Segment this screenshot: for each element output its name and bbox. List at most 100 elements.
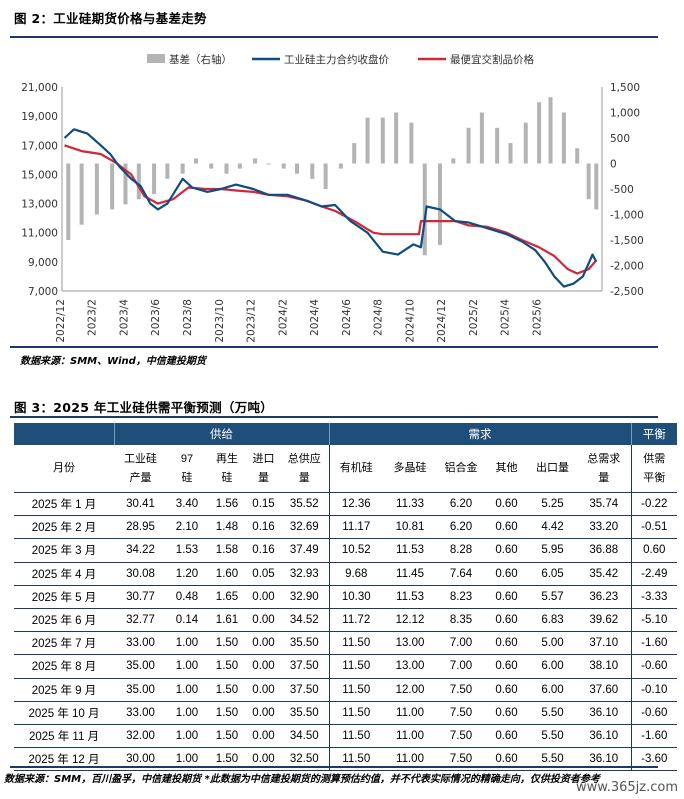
value-cell: 5.50 xyxy=(528,701,578,725)
value-cell: 11.00 xyxy=(383,747,438,772)
basis-bar xyxy=(323,163,328,189)
table-row: 2025 年 6 月 32.77 0.14 1.61 0.00 34.52 11.72 12.… xyxy=(14,608,678,633)
right-tick-label: -500 xyxy=(610,184,634,196)
basis-bar xyxy=(338,163,343,169)
right-tick-label: 1,500 xyxy=(610,82,640,94)
column-header: 总需求量 xyxy=(577,445,632,493)
legend-label-futures: 工业硅主力合约收盘价 xyxy=(284,53,389,66)
value-cell: -1.60 xyxy=(631,631,678,656)
basis-bar xyxy=(466,127,471,164)
value-cell: 5.00 xyxy=(528,631,578,656)
value-cell: 0.60 xyxy=(485,515,529,540)
value-cell: 3.40 xyxy=(167,492,207,517)
basis-bar xyxy=(180,163,185,174)
x-tick-label: 2024/2 xyxy=(277,299,289,336)
basis-bar xyxy=(123,163,128,205)
value-cell: 10.52 xyxy=(329,538,384,563)
value-cell: 1.50 xyxy=(207,678,247,702)
value-cell: 0.00 xyxy=(247,724,280,749)
month-cell: 2025 年 5 月 xyxy=(14,585,114,609)
month-cell: 2025 年 8 月 xyxy=(14,654,114,679)
x-tick-label: 2024/6 xyxy=(341,299,353,336)
table-row: 2025 年 3 月 34.22 1.53 1.58 0.16 37.49 10.52 11.… xyxy=(14,538,678,563)
value-cell: 35.42 xyxy=(577,562,632,586)
value-cell: 1.50 xyxy=(207,631,247,656)
value-cell: 11.50 xyxy=(329,654,384,679)
figure-3-bottom-rule xyxy=(10,766,658,768)
value-cell: 0.60 xyxy=(485,562,529,586)
x-tick-label: 2024/4 xyxy=(309,299,321,336)
value-cell: 11.72 xyxy=(329,608,384,633)
column-header: 再生硅 xyxy=(207,445,247,493)
value-cell: 0.60 xyxy=(485,654,529,679)
value-cell: 36.10 xyxy=(577,747,632,772)
value-cell: 0.00 xyxy=(247,678,280,702)
value-cell: -0.60 xyxy=(631,654,678,679)
value-cell: 0.00 xyxy=(247,747,280,772)
column-header-line: 再生 xyxy=(216,452,238,465)
figure-3-top-rule xyxy=(10,416,658,418)
value-cell: 1.60 xyxy=(207,562,247,586)
value-cell: 1.50 xyxy=(207,724,247,749)
value-cell: 1.50 xyxy=(207,701,247,725)
value-cell: 11.00 xyxy=(383,701,438,725)
basis-bar xyxy=(79,163,84,225)
value-cell: -0.22 xyxy=(631,492,678,517)
left-tick-label: 19,000 xyxy=(21,111,58,123)
x-tick-label: 2025/2 xyxy=(468,299,480,336)
value-cell: 6.83 xyxy=(528,608,578,633)
value-cell: 1.48 xyxy=(207,515,247,540)
value-cell: 1.00 xyxy=(167,701,207,725)
basis-bar xyxy=(479,112,484,164)
month-cell: 2025 年 9 月 xyxy=(14,678,114,702)
figure-3-source: 数据来源：SMM，百川盈孚，中信建投期货 *此数据为中信建投期货的测算预估约值，… xyxy=(4,774,600,785)
value-cell: 32.90 xyxy=(280,585,330,609)
value-cell: 9.68 xyxy=(329,562,384,586)
x-tick-label: 2022/12 xyxy=(55,299,67,343)
value-cell: 1.00 xyxy=(167,747,207,772)
value-cell: -1.60 xyxy=(631,724,678,749)
value-cell: 6.00 xyxy=(528,678,578,702)
value-cell: 0.05 xyxy=(247,562,280,586)
value-cell: 35.00 xyxy=(114,678,167,702)
value-cell: 11.50 xyxy=(329,747,384,772)
legend-label-basis: 基差（右轴） xyxy=(169,53,232,66)
basis-bar xyxy=(537,102,542,164)
column-header-line: 总需求 xyxy=(587,452,621,465)
column-header-line: 铝合金 xyxy=(444,462,478,474)
basis-bar xyxy=(266,163,271,165)
column-header-line: 量 xyxy=(298,471,310,484)
basis-bar xyxy=(352,143,357,164)
basis-bar xyxy=(365,117,370,164)
value-cell: 1.00 xyxy=(167,678,207,702)
column-header-line: 平衡 xyxy=(643,471,666,484)
x-tick-label: 2024/10 xyxy=(404,299,416,343)
left-tick-label: 15,000 xyxy=(21,169,58,181)
basis-bar xyxy=(66,163,71,240)
value-cell: 7.50 xyxy=(437,747,486,772)
x-tick-label: 2024/8 xyxy=(373,299,385,336)
value-cell: 0.16 xyxy=(247,538,280,563)
month-cell: 2025 年 12 月 xyxy=(14,747,114,772)
supply-demand-table: 供给 需求 平衡 月份 工业硅 产量 97 硅再生硅进口量总供应量有机硅 多晶硅 铝合金其… xyxy=(14,423,678,772)
basis-bar xyxy=(409,122,414,164)
figure-3-title: 图 3：2025 年工业硅供需平衡预测（万吨） xyxy=(14,400,274,415)
value-cell: 8.28 xyxy=(437,538,486,563)
basis-bar xyxy=(110,163,115,210)
basis-bar xyxy=(561,112,566,164)
value-cell: 32.77 xyxy=(114,608,167,633)
left-tick-label: 13,000 xyxy=(21,199,58,211)
x-tick-label: 2025/4 xyxy=(500,299,512,336)
value-cell: 37.49 xyxy=(280,538,330,563)
month-cell: 2025 年 6 月 xyxy=(14,608,114,633)
figure-2-bottom-rule xyxy=(10,346,658,348)
value-cell: 11.50 xyxy=(329,701,384,725)
basis-bar xyxy=(508,143,513,164)
legend-label-spot: 最便宜交割品价格 xyxy=(450,53,534,66)
value-cell: 30.77 xyxy=(114,585,167,609)
value-cell: 11.17 xyxy=(329,515,384,540)
value-cell: 1.50 xyxy=(207,654,247,679)
x-tick-label: 2023/4 xyxy=(118,299,130,336)
basis-bar xyxy=(152,163,157,195)
column-header-line: 其他 xyxy=(495,462,518,474)
